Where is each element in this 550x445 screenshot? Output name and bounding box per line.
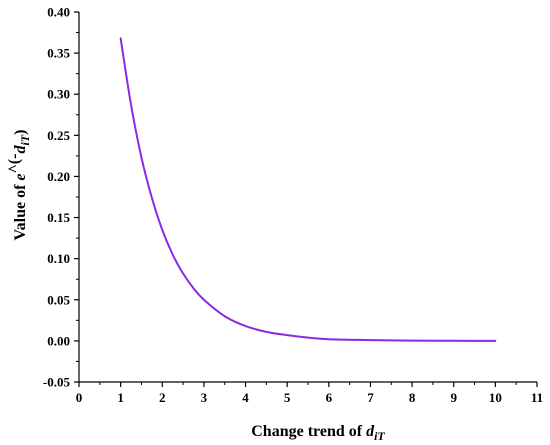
x-tick-label: 6 (326, 390, 333, 405)
y-tick-label: 0.20 (47, 169, 70, 184)
axes (78, 12, 537, 383)
y-tick-label: 0.30 (47, 87, 70, 102)
x-tick-label: 10 (489, 390, 502, 405)
x-tick-label: 8 (409, 390, 416, 405)
x-tick-label: 3 (201, 390, 208, 405)
x-tick-label: 11 (531, 390, 543, 405)
y-tick-label: 0.35 (47, 46, 70, 61)
y-tick-label: 0.00 (47, 333, 70, 348)
x-tick-label: 1 (117, 390, 124, 405)
x-tick-label: 2 (159, 390, 166, 405)
x-tick-label: 4 (242, 390, 249, 405)
y-tick-label: 0.10 (47, 251, 70, 266)
y-tick-label: 0.25 (47, 128, 70, 143)
x-tick-label: 9 (450, 390, 457, 405)
tick-labels: 0 1 2 3 4 5 6 7 8 9 10 11 -0.05 0.00 0.05 0.10 0.15 0.20 0… (43, 5, 543, 406)
x-axis-title: Change trend of diT (251, 423, 385, 443)
y-tick-label: 0.40 (47, 5, 70, 20)
x-tick-label: 5 (284, 390, 291, 405)
x-tick-label: 7 (367, 390, 374, 405)
y-tick-label: -0.05 (43, 375, 71, 390)
series (119, 37, 497, 342)
y-tick-label: 0.05 (47, 292, 70, 307)
ticks (74, 11, 538, 387)
series-line (119, 37, 497, 342)
y-tick-label: 0.15 (47, 210, 70, 225)
y-axis-title: Value of e^(-diT) (6, 130, 32, 241)
x-tick-label: 0 (76, 390, 83, 405)
